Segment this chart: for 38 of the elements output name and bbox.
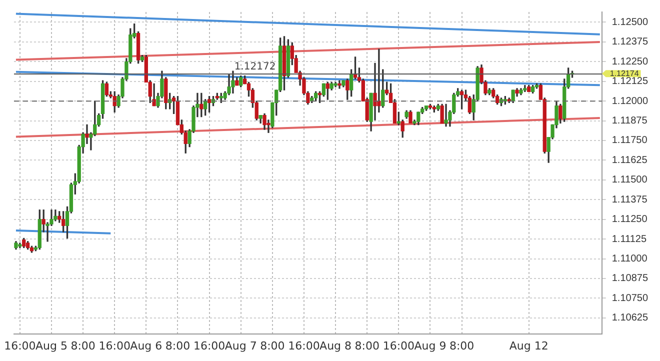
y-tick-label: 1.10625 <box>612 312 648 324</box>
y-tick-label: 1.11250 <box>612 214 648 226</box>
x-tick-label: Aug 6 <box>130 339 162 352</box>
x-tick-label: Aug 9 <box>414 339 446 352</box>
ref-line-label: 1.12172 <box>234 62 276 73</box>
x-tick-label: 16:00 <box>4 339 36 352</box>
y-tick-label: 1.11375 <box>612 194 648 206</box>
x-tick-label: 8:00 <box>70 339 96 352</box>
candlestick <box>85 124 89 144</box>
y-tick-label: 1.12250 <box>612 56 648 68</box>
y-tick-label: 1.12000 <box>612 96 648 107</box>
y-tick-label: 1.11750 <box>612 135 648 146</box>
candlestick <box>338 80 342 89</box>
text: 1.12174 <box>610 68 640 78</box>
y-tick-label: 1.11875 <box>612 116 648 127</box>
y-tick-label: 1.11500 <box>612 174 648 186</box>
x-tick-label: Aug 7 <box>224 339 257 352</box>
x-tick-label: 8:00 <box>260 339 285 352</box>
y-tick-label: 1.10875 <box>612 273 648 284</box>
x-tick-label: Aug 8 <box>320 339 352 352</box>
y-tick-label: 1.11000 <box>612 254 648 264</box>
y-tick-label: 1.10750 <box>612 292 648 304</box>
x-tick-label: Aug 5 <box>35 339 68 352</box>
x-tick-label: 8:00 <box>449 339 474 352</box>
x-tick-label: 16:00 <box>288 339 320 352</box>
x-tick-label: 16:00 <box>382 339 415 352</box>
x-tick-label: 16:00 <box>193 339 226 352</box>
y-tick-label: 1.12125 <box>612 76 648 88</box>
x-tick-label: 8:00 <box>165 339 190 352</box>
x-tick-label: Aug 12 <box>509 339 548 352</box>
candlestick <box>377 48 381 112</box>
candlestick <box>444 104 448 127</box>
y-tick-label: 1.12375 <box>612 36 648 48</box>
y-tick-label: 1.11125 <box>612 234 647 245</box>
y-tick-label: 1.12500 <box>612 17 648 28</box>
x-tick-label: 8:00 <box>354 339 380 352</box>
y-tick-label: 1.11625 <box>612 154 648 166</box>
x-tick-label: 16:00 <box>98 339 130 352</box>
